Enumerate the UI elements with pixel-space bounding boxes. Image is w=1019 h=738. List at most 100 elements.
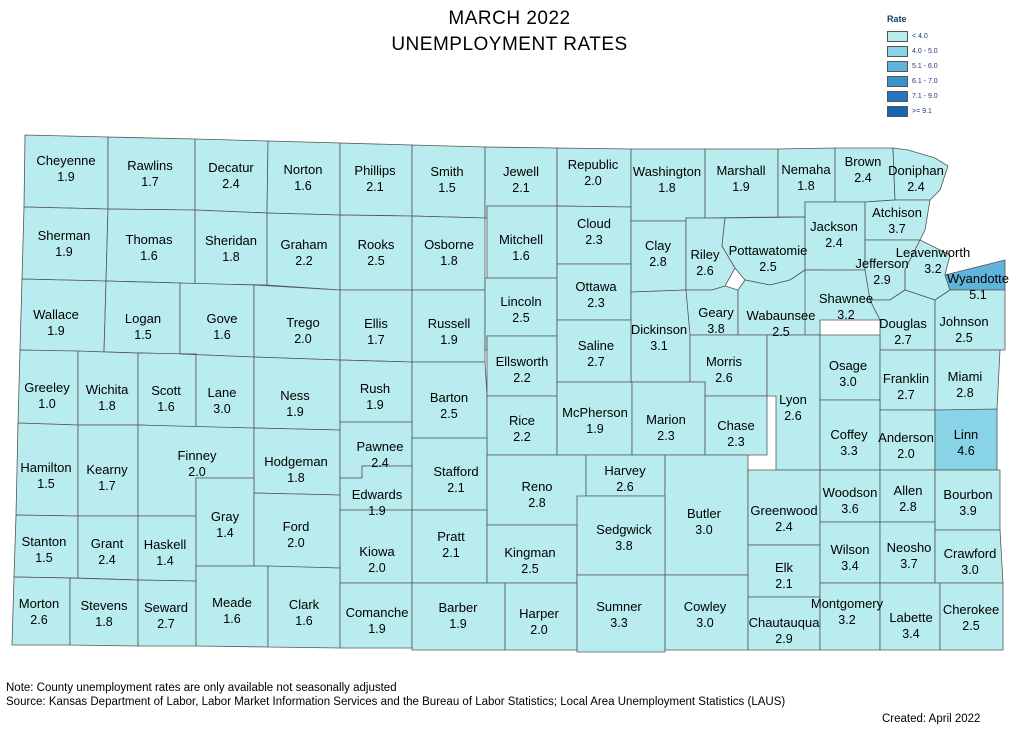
- county-name-label: Lane: [208, 385, 237, 400]
- county-rate-label: 3.0: [695, 523, 712, 537]
- legend-label: >= 9.1: [912, 108, 932, 115]
- county-rate-label: 1.0: [38, 397, 55, 411]
- county-rate-label: 3.3: [610, 616, 627, 630]
- county-shape: [339, 214, 413, 291]
- county-rate-label: 2.1: [366, 180, 383, 194]
- county-name-label: Dickinson: [631, 322, 687, 337]
- county-name-label: Doniphan: [888, 163, 944, 178]
- county-name-label: Barton: [430, 390, 468, 405]
- county-shape: [11, 576, 71, 646]
- county-rate-label: 1.5: [37, 477, 54, 491]
- county-rate-label: 2.0: [294, 332, 311, 346]
- county-rate-label: 1.6: [140, 249, 157, 263]
- county-name-label: Sumner: [596, 599, 642, 614]
- county-shape: [107, 136, 196, 211]
- county-name-label: Chase: [717, 418, 755, 433]
- county-name-label: Jefferson: [855, 256, 908, 271]
- county-name-label: Franklin: [883, 371, 929, 386]
- county-name-label: Sheridan: [205, 233, 257, 248]
- legend-swatch: [887, 31, 908, 42]
- county-name-label: Rawlins: [127, 158, 173, 173]
- county-cherokee: [939, 582, 1004, 651]
- county-rate-label: 2.7: [587, 355, 604, 369]
- county-rate-label: 2.1: [775, 577, 792, 591]
- county-name-label: Stanton: [22, 534, 67, 549]
- county-morton: [11, 576, 71, 646]
- county-name-label: Clark: [289, 597, 320, 612]
- county-decatur: [194, 138, 269, 214]
- legend-item: 6.1 - 7.0: [887, 74, 997, 89]
- legend: Rate < 4.0 4.0 - 5.0 5.1 - 6.0 6.1 - 7.0 7.1…: [887, 14, 997, 119]
- county-name-label: Chautauqua: [749, 615, 821, 630]
- county-name-label: Neosho: [887, 540, 932, 555]
- county-name-label: Allen: [894, 483, 923, 498]
- county-name-label: Cheyenne: [36, 153, 95, 168]
- county-name-label: Ottawa: [575, 279, 617, 294]
- county-rate-label: 1.8: [222, 250, 239, 264]
- county-name-label: Kingman: [504, 545, 555, 560]
- county-rate-label: 2.3: [727, 435, 744, 449]
- county-rate-label: 1.6: [213, 328, 230, 342]
- county-name-label: Ness: [280, 388, 310, 403]
- county-name-label: Grant: [91, 536, 124, 551]
- county-name-label: Russell: [428, 316, 471, 331]
- county-rate-label: 3.7: [888, 222, 905, 236]
- county-shape: [934, 289, 1006, 351]
- county-name-label: Comanche: [346, 605, 409, 620]
- county-name-label: Cloud: [577, 216, 611, 231]
- county-name-label: Hamilton: [20, 460, 71, 475]
- footnote: Note: County unemployment rates are only…: [6, 682, 397, 694]
- county-rate-label: 3.7: [900, 557, 917, 571]
- county-name-label: Douglas: [879, 316, 927, 331]
- county-rate-label: 1.8: [797, 179, 814, 193]
- county-rate-label: 2.6: [696, 264, 713, 278]
- county-rate-label: 2.4: [825, 236, 842, 250]
- county-name-label: Clay: [645, 238, 672, 253]
- county-name-label: Norton: [283, 162, 322, 177]
- county-shape: [939, 582, 1004, 651]
- county-rate-label: 1.4: [156, 554, 173, 568]
- source-note: Source: Kansas Department of Labor, Labo…: [6, 696, 786, 708]
- county-rate-label: 1.7: [367, 333, 384, 347]
- county-rate-label: 5.1: [969, 288, 986, 302]
- county-rate-label: 1.7: [141, 175, 158, 189]
- county-name-label: Saline: [578, 338, 614, 353]
- county-sherman: [21, 206, 109, 282]
- county-rate-label: 3.2: [924, 262, 941, 276]
- county-rate-label: 1.6: [294, 179, 311, 193]
- county-name-label: Jackson: [810, 219, 858, 234]
- county-name-label: Pratt: [437, 529, 465, 544]
- county-name-label: Ford: [283, 519, 310, 534]
- county-rate-label: 2.0: [368, 561, 385, 575]
- county-name-label: Meade: [212, 595, 252, 610]
- county-rate-label: 2.4: [775, 520, 792, 534]
- legend-item: < 4.0: [887, 29, 997, 44]
- county-rate-label: 3.8: [707, 322, 724, 336]
- county-name-label: Hodgeman: [264, 454, 328, 469]
- county-rate-label: 2.5: [367, 254, 384, 268]
- county-name-label: Cherokee: [943, 602, 999, 617]
- county-name-label: Finney: [177, 448, 217, 463]
- county-name-label: Butler: [687, 506, 722, 521]
- legend-item: >= 9.1: [887, 104, 997, 119]
- county-name-label: Riley: [691, 247, 720, 262]
- map-title-line1: MARCH 2022: [448, 8, 571, 29]
- county-rate-label: 1.9: [732, 180, 749, 194]
- county-rate-label: 2.6: [616, 480, 633, 494]
- county-rate-label: 2.0: [287, 536, 304, 550]
- county-name-label: Labette: [889, 610, 932, 625]
- county-rawlins: [107, 136, 196, 211]
- county-rate-label: 2.5: [759, 260, 776, 274]
- county-rate-label: 2.1: [442, 546, 459, 560]
- county-rate-label: 2.2: [295, 254, 312, 268]
- county-rate-label: 2.6: [784, 409, 801, 423]
- county-rate-label: 2.8: [956, 386, 973, 400]
- county-rate-label: 1.9: [368, 622, 385, 636]
- legend-label: 6.1 - 7.0: [912, 78, 938, 85]
- county-name-label: Wichita: [86, 382, 129, 397]
- county-rate-label: 3.4: [902, 627, 919, 641]
- county-rate-label: 1.8: [440, 254, 457, 268]
- county-name-label: Bourbon: [943, 487, 992, 502]
- county-name-label: Haskell: [144, 537, 187, 552]
- county-name-label: Anderson: [878, 430, 934, 445]
